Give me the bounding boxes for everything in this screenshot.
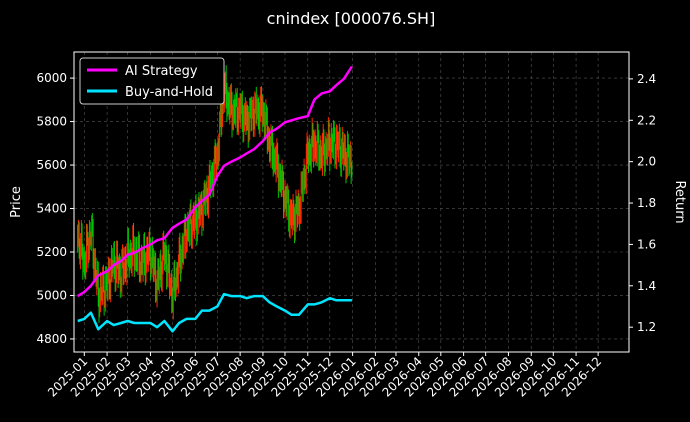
legend: AI Strategy Buy-and-Hold <box>79 57 225 105</box>
plot-frame <box>73 51 630 353</box>
series-line-ai <box>77 65 353 298</box>
y-left-tick-label: 4800 <box>36 332 67 346</box>
y-right-tick-label: 2.4 <box>637 72 656 86</box>
y-left-tick-label: 5000 <box>36 288 67 302</box>
y-left-tick-label: 5200 <box>36 245 67 259</box>
y-right-tick-label: 1.8 <box>637 196 656 210</box>
y-right-tick-label: 2.0 <box>637 155 656 169</box>
y-left-tick-label: 5400 <box>36 202 67 216</box>
y-axis-right-label: Return <box>672 180 687 223</box>
y-left-tick-label: 5800 <box>36 115 67 129</box>
return-lines <box>77 65 353 333</box>
y-right-tick-label: 1.4 <box>637 279 656 293</box>
legend-label-bh: Buy-and-Hold <box>125 85 213 100</box>
grid <box>74 52 629 352</box>
y-left-tick-label: 6000 <box>36 71 67 85</box>
price-candles <box>77 65 353 323</box>
y-axis-left-label: Price <box>9 186 24 218</box>
y-right-tick-label: 1.6 <box>637 237 656 251</box>
chart-title: cnindex [000076.SH] <box>267 9 436 28</box>
legend-label-ai: AI Strategy <box>125 64 198 79</box>
y-left-tick-label: 5600 <box>36 158 67 172</box>
axes: 2025-012025-022025-032025-042025-052025-… <box>36 71 656 399</box>
series-line-bh <box>77 292 352 333</box>
y-right-tick-label: 1.2 <box>637 320 656 334</box>
y-right-tick-label: 2.2 <box>637 113 656 127</box>
